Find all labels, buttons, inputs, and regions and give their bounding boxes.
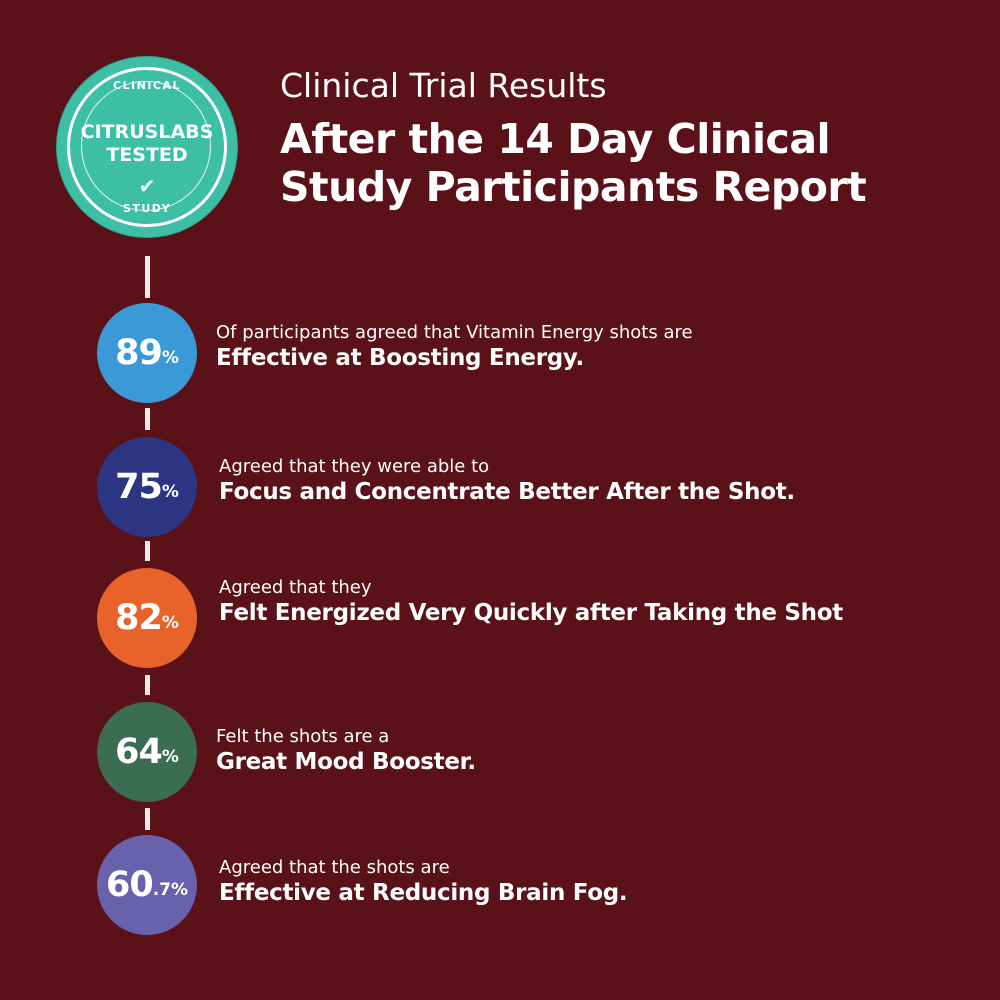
stat-circle: 64% [97, 702, 197, 802]
stat-unit: % [161, 348, 179, 368]
clinical-study-badge: CLINICAL CITRUSLABS TESTED ✔ STUDY [57, 57, 237, 237]
badge-inner-ring [81, 81, 211, 211]
page-title: After the 14 Day Clinical Study Particip… [280, 115, 867, 211]
stat-value: 89 [115, 333, 163, 373]
stat-value: 60 [105, 865, 154, 905]
badge-line1: CITRUSLABS [80, 121, 214, 143]
stat-lead-text: Agreed that the shots are [219, 857, 450, 878]
stat-unit: % [161, 482, 179, 502]
checkmark-icon: ✔ [138, 174, 156, 198]
subtitle: Clinical Trial Results [280, 66, 607, 105]
badge-ring [67, 67, 227, 227]
stat-circle: 60.7% [97, 835, 197, 935]
stat-value: 82 [115, 598, 163, 638]
stat-lead-text: Felt the shots are a [216, 726, 390, 747]
badge-bottom-text: STUDY [122, 202, 172, 215]
connector-line [145, 256, 150, 298]
stat-lead-text: Of participants agreed that Vitamin Ener… [216, 322, 693, 343]
connector-line [145, 541, 150, 561]
title-line1: After the 14 Day Clinical [280, 115, 831, 163]
connector-line [145, 808, 150, 830]
stat-circle: 89% [97, 303, 197, 403]
stat-lead-text: Agreed that they [219, 577, 372, 598]
stat-value: 64 [115, 732, 163, 772]
stat-unit: .7% [152, 880, 189, 900]
stat-description: Agreed that they Felt Energized Very Quic… [219, 577, 843, 626]
stat-unit: % [161, 747, 179, 767]
stat-circle: 82% [97, 568, 197, 668]
stat-description: Felt the shots are a Great Mood Booster. [216, 726, 476, 775]
stat-value: 75 [115, 467, 163, 507]
connector-line [145, 675, 150, 695]
stat-highlight-text: Effective at Reducing Brain Fog. [219, 880, 628, 906]
badge-main-text: CITRUSLABS TESTED [57, 121, 237, 167]
stat-unit: % [161, 613, 179, 633]
badge-top-text: CLINICAL [112, 79, 182, 92]
stat-lead-text: Agreed that they were able to [219, 456, 490, 477]
stat-description: Of participants agreed that Vitamin Ener… [216, 322, 693, 371]
stat-description: Agreed that the shots are Effective at Re… [219, 857, 628, 906]
connector-line [145, 408, 150, 430]
badge-line2: TESTED [106, 144, 188, 166]
title-line2: Study Participants Report [280, 163, 867, 211]
stat-highlight-text: Focus and Concentrate Better After the S… [219, 479, 795, 505]
stat-circle: 75% [97, 437, 197, 537]
stat-highlight-text: Effective at Boosting Energy. [216, 345, 584, 371]
stat-description: Agreed that they were able to Focus and C… [219, 456, 795, 505]
stat-highlight-text: Great Mood Booster. [216, 749, 476, 775]
stat-highlight-text: Felt Energized Very Quickly after Taking… [219, 600, 843, 626]
